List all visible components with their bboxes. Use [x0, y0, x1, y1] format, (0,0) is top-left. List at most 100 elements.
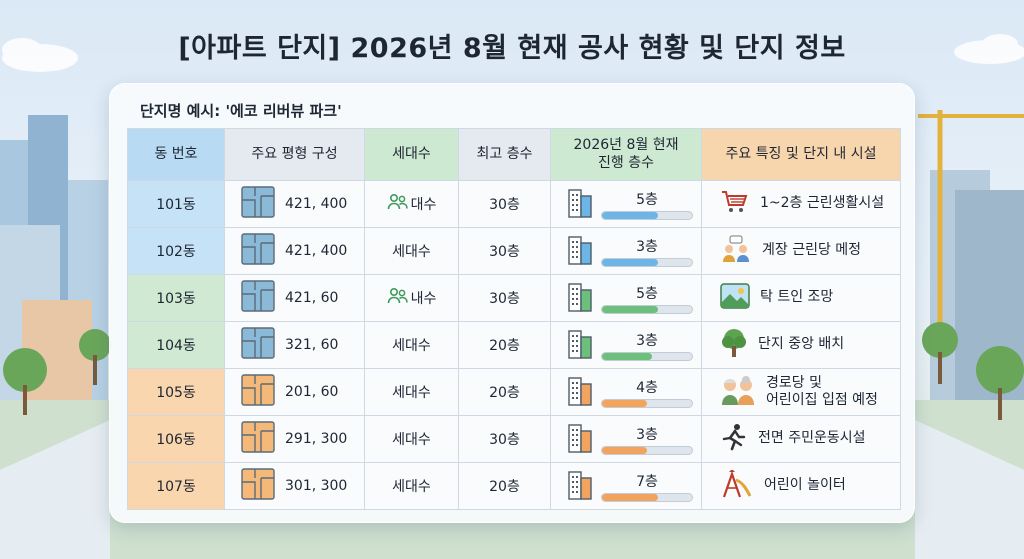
feature-line: 탁 트인 조망	[760, 289, 834, 306]
progress-cell: 5층	[550, 180, 702, 228]
households-value: 대수	[410, 197, 437, 213]
header-max-floor: 최고 층수	[458, 128, 551, 181]
feature-cell: 계장 근린당 메정	[701, 227, 901, 275]
households-cell: 대수	[364, 180, 459, 228]
feature-cell: 단지 중앙 배치	[701, 321, 901, 369]
feature-cell: 경로당 및 어린이집 입점 예정	[701, 368, 901, 416]
building-table: 동 번호 주요 평형 구성 세대수 최고 층수 2026년 8월 현재 진행 층…	[127, 128, 901, 510]
dong-cell: 105동	[127, 368, 225, 416]
households-cell: 세대수	[364, 462, 459, 510]
progress-bar	[601, 492, 693, 502]
feature-line: 어린이집 입점 예정	[766, 392, 878, 408]
progress-bar	[601, 210, 693, 220]
progress-cell: 5층	[550, 274, 702, 322]
progress-bar-fill	[602, 493, 658, 501]
max-floor-cell: 30층	[458, 415, 551, 463]
floor-plan-icon	[241, 421, 275, 457]
plan-value: 421, 400	[285, 243, 348, 259]
feature-line: 1~2층 근린생활시설	[760, 195, 885, 212]
building-icon	[567, 280, 593, 316]
floor-plan-icon	[241, 280, 275, 316]
households-cell: 세대수	[364, 321, 459, 369]
progress-bar-fill	[602, 305, 658, 313]
households-value: 내수	[410, 291, 437, 307]
progress-cell: 3층	[550, 321, 702, 369]
header-features: 주요 특징 및 단지 내 시설	[701, 128, 901, 181]
table-row: 101동 421, 400 대수 30층 5층 1~2층 근린생활시설	[127, 180, 901, 228]
cloud-right	[954, 34, 1024, 64]
households-cell: 내수	[364, 274, 459, 322]
running-person-icon	[720, 423, 748, 455]
progress-cell: 4층	[550, 368, 702, 416]
header-progress-line1: 2026년 8월 현재	[573, 137, 679, 153]
plan-cell: 421, 400	[224, 227, 365, 275]
building-icon	[567, 186, 593, 222]
people-icon	[387, 193, 409, 215]
progress-cell: 3층	[550, 415, 702, 463]
progress-bar	[601, 398, 693, 408]
plan-value: 421, 400	[285, 196, 348, 212]
tree-icon	[720, 328, 748, 362]
page-title: [아파트 단지] 2026년 8월 현재 공사 현황 및 단지 정보	[178, 33, 846, 64]
plan-value: 291, 300	[285, 431, 348, 447]
floor-plan-icon	[241, 374, 275, 410]
plan-cell: 421, 60	[224, 274, 365, 322]
progress-value: 5층	[636, 191, 658, 208]
progress-bar-fill	[602, 258, 658, 266]
dong-cell: 102동	[127, 227, 225, 275]
feature-line: 계장 근린당 메정	[762, 242, 862, 259]
max-floor-cell: 30층	[458, 227, 551, 275]
table-row: 103동 421, 60 내수 30층 5층 탁 트인 조망	[127, 274, 901, 322]
max-floor-cell: 20층	[458, 462, 551, 510]
plan-cell: 291, 300	[224, 415, 365, 463]
building-icon	[567, 374, 593, 410]
max-floor-cell: 20층	[458, 321, 551, 369]
max-floor-cell: 20층	[458, 368, 551, 416]
progress-value: 7층	[636, 473, 658, 490]
building-icon	[567, 421, 593, 457]
table-row: 102동 421, 400 세대수 30층 3층 계장 근린당 메정	[127, 227, 901, 275]
header-plan: 주요 평형 구성	[224, 128, 365, 181]
progress-value: 4층	[636, 379, 658, 396]
plan-cell: 421, 400	[224, 180, 365, 228]
dong-cell: 101동	[127, 180, 225, 228]
building-icon	[567, 327, 593, 363]
trees-left	[3, 329, 111, 415]
households-value: 세대수	[392, 385, 431, 401]
max-floor-cell: 30층	[458, 274, 551, 322]
header-dong: 동 번호	[127, 128, 225, 181]
progress-value: 5층	[636, 285, 658, 302]
households-value: 세대수	[392, 244, 431, 260]
feature-line: 단지 중앙 배치	[758, 336, 845, 353]
progress-bar-fill	[602, 446, 647, 454]
progress-bar	[601, 351, 693, 361]
table-header-row: 동 번호 주요 평형 구성 세대수 최고 층수 2026년 8월 현재 진행 층…	[127, 128, 901, 181]
progress-value: 3층	[636, 426, 658, 443]
table-row: 107동 301, 300 세대수 20층 7층 어린이 놀이터	[127, 462, 901, 510]
feature-cell: 1~2층 근린생활시설	[701, 180, 901, 228]
households-value: 세대수	[392, 479, 431, 495]
meeting-people-icon	[720, 235, 752, 267]
header-progress-line2: 진행 층수	[598, 154, 654, 171]
progress-bar-fill	[602, 211, 658, 219]
playground-slide-icon	[720, 469, 754, 502]
floor-plan-icon	[241, 233, 275, 269]
progress-cell: 7층	[550, 462, 702, 510]
feature-line: 어린이 놀이터	[764, 477, 846, 494]
progress-bar	[601, 304, 693, 314]
plan-cell: 301, 300	[224, 462, 365, 510]
dong-cell: 107동	[127, 462, 225, 510]
people-icon	[387, 287, 409, 309]
building-icon	[567, 468, 593, 504]
feature-cell: 탁 트인 조망	[701, 274, 901, 322]
progress-cell: 3층	[550, 227, 702, 275]
shopping-cart-icon	[720, 189, 750, 219]
progress-bar	[601, 257, 693, 267]
households-value: 세대수	[392, 432, 431, 448]
progress-bar	[601, 445, 693, 455]
elderly-couple-icon	[720, 375, 756, 409]
floor-plan-icon	[241, 468, 275, 504]
complex-name-example: 단지명 예시: '에코 리버뷰 파크'	[140, 102, 342, 120]
plan-value: 201, 60	[285, 384, 339, 400]
plan-value: 321, 60	[285, 337, 339, 353]
